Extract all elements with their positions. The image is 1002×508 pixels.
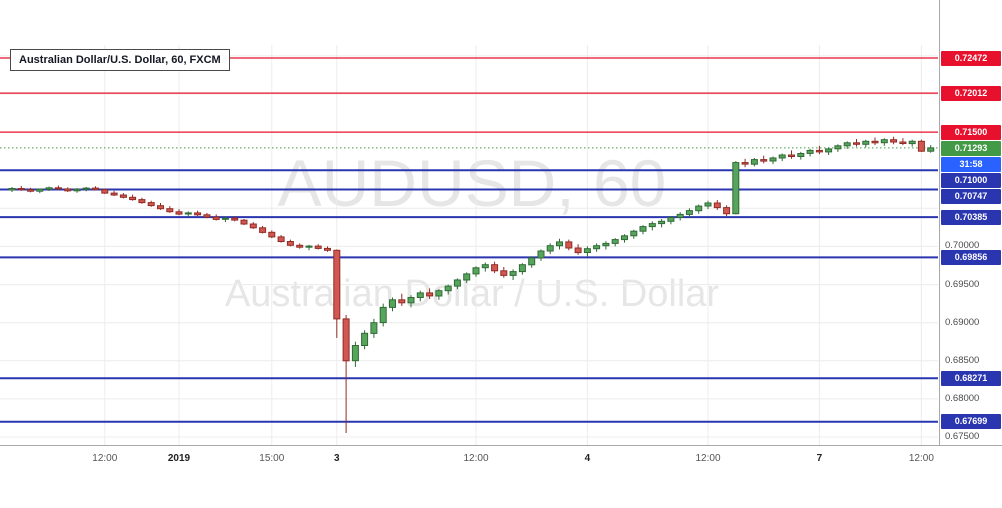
time-label: 15:00: [259, 453, 285, 464]
support-badge: 0.70747: [941, 188, 1001, 204]
support-badge: 0.67699: [941, 414, 1001, 430]
resistance-badge: 0.71500: [941, 124, 1001, 140]
support-badge: 0.71000: [941, 172, 1001, 188]
price-label: 0.67500: [945, 431, 980, 442]
price-label: 0.68000: [945, 392, 980, 404]
time-label: 4: [584, 453, 591, 464]
time-label: 12:00: [695, 453, 721, 464]
time-label: 12:00: [92, 453, 118, 464]
time-label: 3: [334, 453, 340, 464]
countdown-badge: 31:58: [941, 156, 1001, 172]
support-badge: 0.70385: [941, 209, 1001, 225]
time-axis-separator: [0, 445, 1002, 446]
time-label: 12:00: [463, 453, 489, 464]
time-label: 12:00: [908, 453, 934, 464]
time-axis[interactable]: 12:00 2019 15:00 3 12:00 4 12:00 7 12:00: [0, 446, 938, 474]
price-label: 0.69000: [945, 316, 980, 328]
chart-title: Australian Dollar/U.S. Dollar, 60, FXCM: [10, 49, 230, 71]
time-label: 2019: [167, 453, 191, 464]
last-price-badge: 0.71293: [941, 140, 1001, 156]
axis-corner: [939, 446, 1002, 508]
time-label: 7: [816, 453, 823, 464]
support-badge: 0.68271: [941, 370, 1001, 386]
price-label: 0.69500: [945, 278, 980, 290]
support-badge: 0.69856: [941, 249, 1001, 265]
price-axis[interactable]: 0.70000 0.69500 0.69000 0.68500 0.68000 0.675…: [939, 0, 1002, 445]
resistance-badge: 0.72012: [941, 85, 1001, 101]
price-label: 0.70000: [945, 240, 980, 252]
price-label: 0.68500: [945, 354, 980, 366]
resistance-badge: 0.72472: [941, 50, 1001, 66]
